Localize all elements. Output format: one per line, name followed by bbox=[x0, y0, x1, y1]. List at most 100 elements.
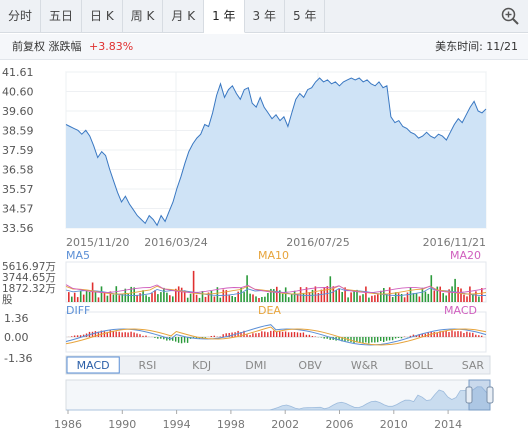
macd-histogram-bar bbox=[73, 335, 76, 337]
macd-axis-tick: 0.00 bbox=[4, 331, 29, 344]
volume-bar bbox=[403, 297, 406, 302]
volume-bar bbox=[356, 289, 358, 302]
tab-4[interactable]: 月 K bbox=[163, 0, 205, 33]
volume-bar bbox=[463, 294, 465, 302]
volume-bar bbox=[151, 293, 153, 302]
macd-histogram-bar bbox=[201, 337, 204, 339]
macd-histogram-bar bbox=[180, 337, 183, 344]
volume-bar bbox=[270, 288, 272, 302]
volume-bar bbox=[314, 286, 317, 302]
volume-bar bbox=[439, 286, 441, 302]
navigator-handle-right[interactable] bbox=[486, 386, 494, 404]
tab-0[interactable]: 分时 bbox=[0, 0, 42, 33]
macd-histogram-bar bbox=[279, 331, 281, 337]
macd-histogram-bar bbox=[335, 337, 337, 341]
macd-histogram-bar bbox=[457, 331, 459, 337]
volume-bar bbox=[157, 294, 159, 302]
volume-bar bbox=[332, 286, 335, 302]
tab-6[interactable]: 3 年 bbox=[245, 0, 285, 33]
volume-bar bbox=[166, 292, 168, 302]
volume-bar bbox=[329, 276, 332, 302]
volume-bar bbox=[273, 289, 275, 302]
navigator-year-label: 1990 bbox=[108, 418, 136, 431]
macd-histogram-bar bbox=[472, 332, 474, 337]
volume-bar bbox=[97, 297, 100, 302]
price-date-label: 2015/11/20 bbox=[66, 236, 129, 249]
volume-bar bbox=[341, 292, 343, 302]
tab-7[interactable]: 5 年 bbox=[285, 0, 326, 33]
navigator-year-label: 2010 bbox=[380, 418, 408, 431]
price-axis-tick: 37.59 bbox=[2, 144, 34, 157]
volume-bar bbox=[94, 292, 97, 302]
volume-bar bbox=[88, 292, 91, 302]
volume-bar bbox=[418, 296, 421, 302]
volume-bar bbox=[365, 286, 367, 302]
macd-histogram-bar bbox=[219, 336, 221, 337]
adjust-label[interactable]: 前复权 bbox=[12, 40, 45, 53]
volume-bar bbox=[299, 287, 302, 302]
volume-bar bbox=[145, 295, 147, 302]
macd-histogram-bar bbox=[276, 332, 278, 337]
macd-histogram-bar bbox=[281, 331, 284, 337]
volume-bar bbox=[160, 292, 162, 302]
tab-3[interactable]: 周 K bbox=[123, 0, 164, 33]
macd-histogram-bar bbox=[133, 332, 135, 337]
macd-histogram-bar bbox=[290, 332, 293, 337]
macd-histogram-bar bbox=[436, 332, 438, 337]
macd-histogram-bar bbox=[302, 332, 305, 337]
macd-histogram-bar bbox=[412, 334, 415, 337]
volume-bar bbox=[252, 294, 254, 302]
navigator-selection[interactable] bbox=[468, 379, 491, 411]
indicator-tab-macd[interactable]: MACD bbox=[77, 359, 110, 372]
volume-bar bbox=[335, 290, 337, 302]
volume-bar bbox=[189, 293, 192, 302]
volume-bar bbox=[219, 297, 222, 302]
indicator-tab-boll[interactable]: BOLL bbox=[404, 359, 433, 372]
navigator-handle-left[interactable] bbox=[465, 386, 473, 404]
macd-histogram-bar bbox=[204, 337, 207, 338]
price-date-label: 2016/11/21 bbox=[423, 236, 486, 249]
navigator-year-label: 2006 bbox=[326, 418, 354, 431]
indicator-tab-obv[interactable]: OBV bbox=[298, 359, 322, 372]
zoom-in-icon[interactable] bbox=[500, 6, 520, 26]
tab-1[interactable]: 五日 bbox=[41, 0, 83, 33]
macd-histogram-bar bbox=[478, 335, 480, 337]
volume-bar bbox=[216, 287, 219, 302]
macd-histogram-bar bbox=[341, 337, 343, 342]
tab-5[interactable]: 1 年 bbox=[204, 0, 245, 33]
volume-bar bbox=[91, 282, 94, 302]
volume-bar bbox=[106, 295, 109, 302]
indicator-tab-wr[interactable]: W&R bbox=[351, 359, 378, 372]
indicator-tab-dmi[interactable]: DMI bbox=[245, 359, 266, 372]
macd-histogram-bar bbox=[130, 331, 132, 337]
indicator-tab-sar[interactable]: SAR bbox=[462, 359, 485, 372]
macd-histogram-bar bbox=[109, 330, 111, 337]
macd-histogram-bar bbox=[118, 331, 120, 337]
volume-bar bbox=[374, 295, 376, 302]
volume-bar bbox=[103, 292, 106, 302]
volume-bar bbox=[460, 288, 462, 302]
macd-histogram-bar bbox=[448, 332, 450, 337]
macd-histogram-bar bbox=[418, 334, 420, 337]
price-axis-tick: 40.60 bbox=[2, 86, 34, 99]
macd-histogram-bar bbox=[237, 330, 239, 337]
macd-histogram-bar bbox=[359, 337, 361, 343]
macd-histogram-bar bbox=[463, 333, 465, 337]
indicator-tab-kdj[interactable]: KDJ bbox=[192, 359, 211, 372]
macd-legend-dea: DEA bbox=[258, 304, 281, 317]
macd-histogram-bar bbox=[166, 337, 168, 341]
macd-histogram-bar bbox=[469, 332, 471, 337]
volume-bar bbox=[180, 287, 183, 302]
navigator-year-label: 1986 bbox=[54, 418, 82, 431]
volume-bar bbox=[442, 293, 444, 302]
macd-histogram-bar bbox=[356, 337, 358, 343]
indicator-tab-rsi[interactable]: RSI bbox=[138, 359, 156, 372]
volume-bar bbox=[412, 293, 415, 302]
volume-bar bbox=[163, 287, 165, 302]
tab-2[interactable]: 日 K bbox=[82, 0, 123, 33]
volume-bar bbox=[302, 292, 305, 302]
volume-bar bbox=[406, 292, 409, 302]
price-date-label: 2016/03/24 bbox=[144, 236, 207, 249]
macd-histogram-bar bbox=[210, 336, 212, 337]
